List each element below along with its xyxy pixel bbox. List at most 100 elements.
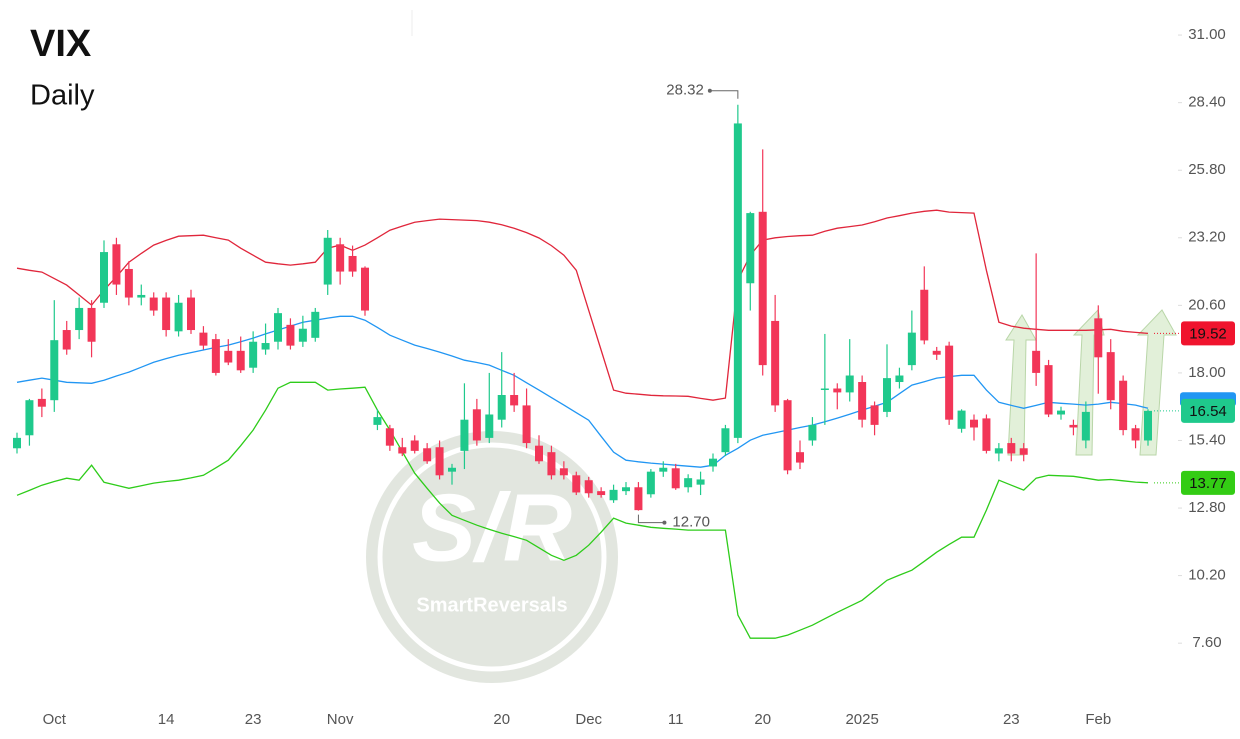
candle-body	[50, 340, 59, 401]
band-line	[16, 381, 1149, 639]
candle-body	[671, 468, 680, 489]
candle-body	[994, 448, 1003, 454]
candle-body	[597, 491, 606, 496]
watermark-text: SmartReversals	[416, 594, 567, 616]
candle-body	[1131, 428, 1140, 441]
x-tick-label: 2025	[845, 711, 878, 728]
price-tag	[1181, 470, 1235, 495]
candle-body	[572, 475, 581, 493]
candle-body	[1044, 365, 1053, 415]
watermark-logo: S/R	[412, 474, 572, 581]
candle-body	[460, 419, 469, 451]
candles	[13, 104, 1152, 511]
y-tick-label: 10.20	[1188, 567, 1226, 584]
candle-body	[410, 440, 419, 451]
watermark: S/R SmartReversals	[366, 431, 618, 683]
candle-body	[634, 487, 643, 511]
candle-body	[149, 297, 158, 311]
candle-body	[709, 458, 717, 467]
candle-body	[796, 452, 804, 463]
candle-body	[249, 341, 258, 368]
candle-body	[907, 332, 916, 366]
candle-body	[1032, 350, 1041, 373]
candle-body	[13, 437, 21, 449]
candle-body	[385, 428, 394, 446]
bands	[16, 209, 1149, 639]
candle-body	[1094, 318, 1103, 358]
candle-body	[622, 487, 630, 492]
y-tick-label: 23.20	[1188, 229, 1226, 246]
candle-body	[609, 489, 618, 501]
candle-body	[771, 320, 780, 406]
candle-body	[348, 255, 357, 272]
candle-body	[75, 307, 84, 331]
candle-body	[1144, 410, 1152, 441]
x-tick-label: Feb	[1085, 711, 1111, 728]
candle-body	[211, 339, 220, 373]
candle-body	[535, 445, 543, 462]
candle-body	[522, 405, 531, 444]
candle-body	[559, 468, 568, 476]
price-tag-label: 16.54	[1189, 403, 1227, 420]
x-tick-label: 11	[668, 711, 684, 728]
candle-body	[696, 479, 705, 485]
y-tick-label: 25.80	[1188, 161, 1226, 178]
price-tag	[1181, 398, 1235, 423]
candle-body	[646, 471, 655, 495]
y-tick-label: 20.60	[1188, 296, 1226, 313]
y-tick-label: 31.00	[1188, 26, 1226, 43]
price-tag	[1181, 321, 1235, 346]
chart-title: VIX	[30, 23, 92, 65]
annotation-label: 28.32	[666, 82, 704, 99]
watermark-disc	[366, 431, 618, 683]
candle-body	[187, 297, 195, 331]
candle-body	[1069, 424, 1078, 428]
candle-body	[274, 313, 282, 342]
candle-body	[733, 123, 742, 438]
candle-body	[845, 375, 854, 393]
candle-body	[957, 410, 966, 429]
x-tick-label: Nov	[327, 711, 354, 728]
x-tick-label: 20	[493, 711, 510, 728]
candle-body	[311, 311, 320, 338]
candle-body	[224, 350, 233, 363]
candle-body	[373, 417, 382, 425]
candle-body	[820, 388, 829, 391]
price-tag-label: 19.52	[1189, 325, 1227, 342]
candle-body	[1057, 410, 1065, 415]
price-tag-label: 13.77	[1189, 475, 1227, 492]
candle-body	[435, 447, 444, 476]
watermark-ring	[377, 442, 607, 672]
candle-body	[298, 328, 307, 342]
x-tick-label: 14	[158, 711, 175, 728]
candle-body	[423, 448, 432, 462]
annotation-dot	[707, 88, 712, 93]
candle-body	[199, 332, 208, 346]
arrow	[1005, 314, 1037, 456]
y-tick-label: 15.40	[1188, 431, 1226, 448]
candle-body	[162, 297, 171, 331]
candle-body	[1119, 380, 1128, 431]
candle-body	[883, 378, 891, 412]
candle-body	[584, 480, 593, 494]
candle-body	[497, 395, 506, 420]
x-tick-label: 23	[245, 711, 262, 728]
candle-body	[361, 267, 369, 311]
candle-body	[137, 294, 146, 298]
chart-subtitle: Daily	[30, 80, 95, 112]
candle-body	[684, 478, 693, 488]
y-tick-label: 18.00	[1188, 364, 1226, 381]
candle-body	[62, 330, 71, 350]
candle-body	[100, 252, 108, 303]
candle-body	[323, 237, 332, 285]
candle-body	[870, 405, 879, 425]
candle-body	[1007, 443, 1016, 454]
annotation-leader	[637, 514, 665, 524]
candle-body	[783, 400, 792, 471]
candle-body	[472, 409, 481, 441]
band-line	[16, 315, 1149, 468]
candle-body	[1081, 411, 1090, 441]
y-tick-label: 28.40	[1188, 94, 1226, 111]
x-tick-label: 23	[1003, 711, 1020, 728]
